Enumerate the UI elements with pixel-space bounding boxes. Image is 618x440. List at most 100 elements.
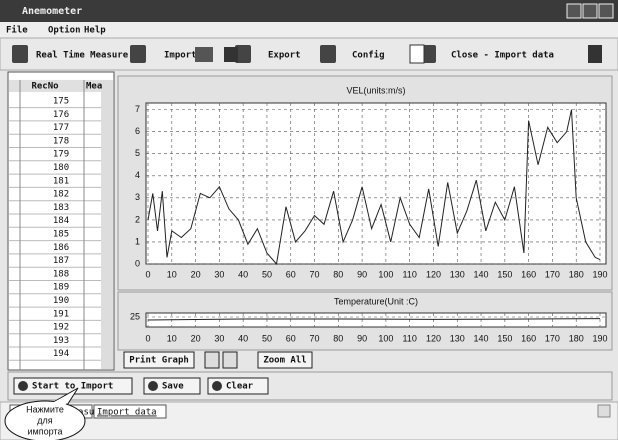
- row-recno[interactable]: 191: [53, 309, 69, 319]
- row-recno[interactable]: 179: [53, 150, 69, 160]
- x-tick-label: 0: [145, 333, 150, 343]
- row-recno[interactable]: 192: [53, 323, 69, 333]
- x-tick-label: 70: [310, 333, 320, 343]
- toolbar-icon: [409, 44, 425, 64]
- row-recno[interactable]: 184: [53, 216, 69, 226]
- x-tick-label: 120: [426, 333, 441, 343]
- button[interactable]: [257, 351, 313, 369]
- maximize[interactable]: [582, 3, 598, 19]
- x-tick-label: 180: [569, 269, 584, 279]
- x-tick-label: 20: [191, 269, 201, 279]
- toolbar-button[interactable]: Real Time Measure: [36, 50, 129, 61]
- x-tick-label: 60: [286, 333, 296, 343]
- x-tick-label: 190: [592, 269, 607, 279]
- column-header: RecNo: [31, 82, 58, 92]
- plot-area: [145, 102, 607, 265]
- tab-label[interactable]: Import data: [97, 408, 157, 418]
- x-tick-label: 80: [333, 269, 343, 279]
- x-tick-label: 190: [592, 333, 607, 343]
- toolbar-icon[interactable]: [130, 45, 146, 63]
- y-tick-label: 0: [135, 258, 140, 268]
- row-recno[interactable]: 185: [53, 230, 69, 240]
- toolbar-icon: [588, 45, 602, 63]
- callout: [4, 400, 86, 440]
- row-recno[interactable]: 176: [53, 110, 69, 120]
- row-recno[interactable]: 194: [53, 349, 69, 359]
- toolbar-button[interactable]: Config: [352, 50, 385, 61]
- nav-next[interactable]: [222, 351, 238, 369]
- row-recno[interactable]: 175: [53, 97, 69, 107]
- toolbar-icon[interactable]: [235, 45, 251, 63]
- button-icon: [148, 381, 158, 391]
- x-tick-label: 180: [569, 333, 584, 343]
- menu-bar: [0, 22, 618, 38]
- button[interactable]: [123, 351, 195, 369]
- callout-text: импорта: [28, 426, 63, 436]
- row-recno[interactable]: 188: [53, 269, 69, 279]
- toolbar-button[interactable]: Close - Import data: [451, 51, 554, 61]
- y-tick-label: 1: [135, 236, 140, 246]
- button-icon: [18, 381, 28, 391]
- y-tick-label: 5: [135, 148, 140, 158]
- button-icon: [212, 381, 222, 391]
- close[interactable]: [598, 3, 614, 19]
- row-recno[interactable]: 181: [53, 176, 69, 186]
- x-tick-label: 70: [310, 269, 320, 279]
- plot-area: [145, 312, 607, 328]
- menu-item[interactable]: Option: [48, 25, 81, 36]
- button-label[interactable]: Zoom All: [263, 356, 306, 366]
- row-recno[interactable]: 183: [53, 203, 69, 213]
- toolbar-button[interactable]: Import: [164, 51, 197, 61]
- x-tick-label: 10: [167, 333, 177, 343]
- row-recno[interactable]: 178: [53, 136, 69, 146]
- button[interactable]: [207, 377, 269, 395]
- x-tick-label: 130: [450, 333, 465, 343]
- row-recno[interactable]: 182: [53, 190, 69, 200]
- x-tick-label: 100: [378, 269, 393, 279]
- scrollbar[interactable]: [101, 80, 113, 369]
- x-tick-label: 140: [474, 269, 489, 279]
- x-tick-label: 110: [403, 269, 417, 279]
- x-tick-label: 60: [286, 269, 296, 279]
- x-tick-label: 10: [167, 269, 177, 279]
- row-recno[interactable]: 189: [53, 283, 69, 293]
- minimize[interactable]: [566, 3, 582, 19]
- toolbar-icon[interactable]: [320, 45, 336, 63]
- x-tick-label: 40: [238, 269, 248, 279]
- scroll-up[interactable]: [597, 404, 611, 418]
- toolbar-button[interactable]: Export: [268, 51, 301, 61]
- column-header: Mea: [86, 82, 102, 92]
- nav-prev[interactable]: [204, 351, 220, 369]
- button[interactable]: [143, 377, 201, 395]
- row-recno[interactable]: 193: [53, 336, 69, 346]
- title-bar: [0, 0, 618, 22]
- x-tick-label: 170: [545, 333, 560, 343]
- button-label[interactable]: Start to Import: [32, 382, 113, 392]
- toolbar-icon: [224, 47, 238, 62]
- window-controls[interactable]: [566, 3, 614, 19]
- button-label[interactable]: Print Graph: [129, 355, 189, 366]
- row-recno[interactable]: 180: [53, 163, 69, 173]
- x-tick-label: 0: [145, 269, 150, 279]
- x-tick-label: 130: [450, 269, 465, 279]
- x-tick-label: 110: [403, 333, 417, 343]
- row-recno[interactable]: 187: [53, 256, 69, 266]
- menu-item[interactable]: Help: [84, 26, 106, 36]
- row-recno[interactable]: 186: [53, 243, 69, 253]
- menu-item[interactable]: File: [6, 25, 28, 36]
- toolbar-icon[interactable]: [12, 45, 28, 63]
- row-recno[interactable]: 190: [53, 296, 69, 306]
- x-tick-label: 160: [521, 269, 536, 279]
- callout-pointer-cover: [52, 391, 75, 408]
- toolbar: [0, 37, 618, 71]
- button-label[interactable]: Clear: [226, 382, 254, 392]
- tab[interactable]: [93, 404, 167, 419]
- x-tick-label: 50: [262, 333, 272, 343]
- chart-title: VEL(units:m/s): [346, 85, 405, 95]
- callout-text: Нажмите: [26, 404, 64, 414]
- x-tick-label: 140: [474, 333, 489, 343]
- row-recno[interactable]: 177: [53, 123, 69, 133]
- button-label[interactable]: Save: [162, 382, 184, 392]
- chart-title: Temperature(Unit :C): [334, 296, 418, 306]
